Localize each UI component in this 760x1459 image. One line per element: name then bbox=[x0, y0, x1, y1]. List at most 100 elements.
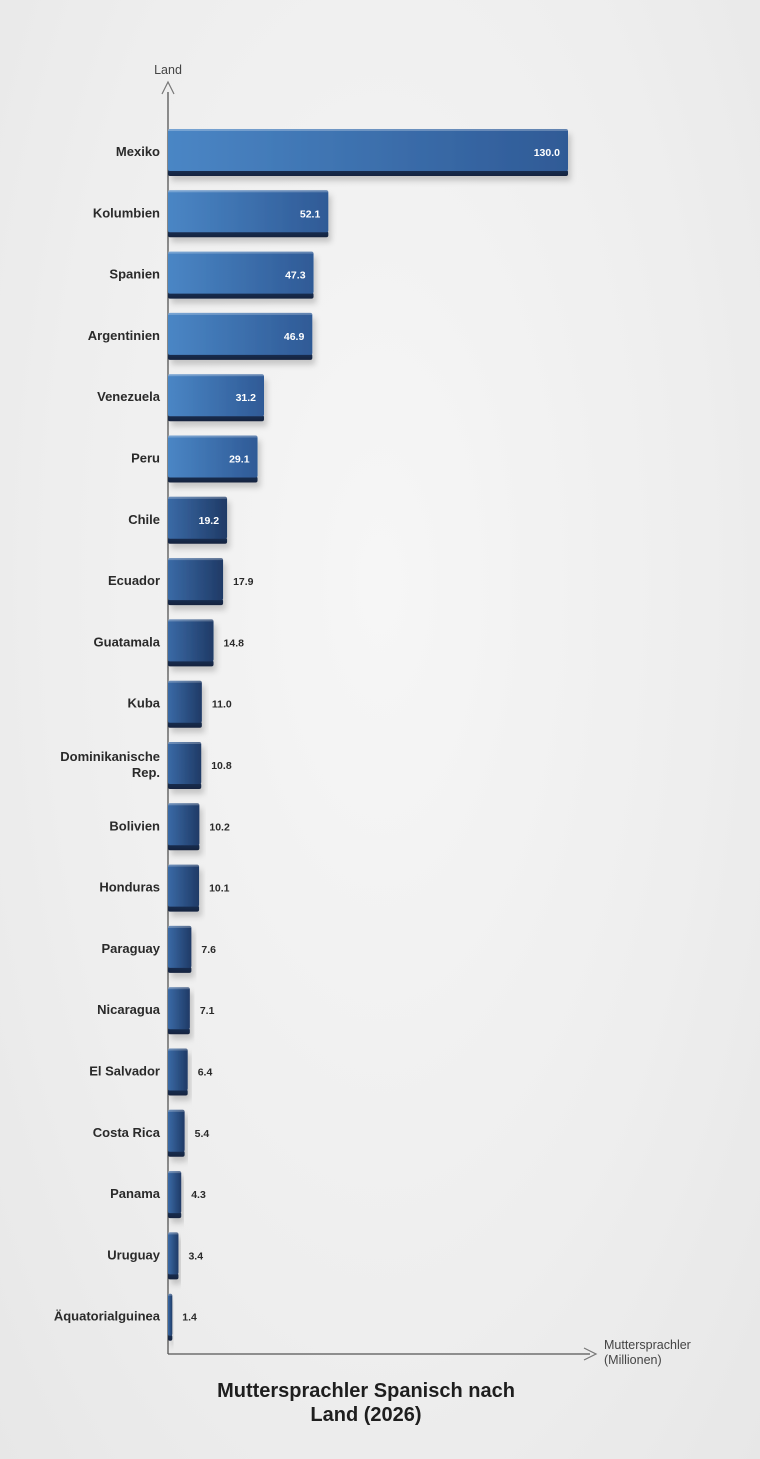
bar bbox=[168, 619, 214, 662]
bar-item bbox=[168, 1293, 173, 1341]
category-label: Ecuador bbox=[108, 573, 160, 588]
bar-item bbox=[168, 558, 224, 606]
category-label: Äquatorialguinea bbox=[54, 1309, 161, 1324]
value-label: 47.3 bbox=[285, 270, 306, 282]
y-axis-arrow bbox=[161, 80, 175, 95]
bar-highlight bbox=[168, 619, 214, 622]
bar-highlight bbox=[168, 558, 224, 561]
value-label: 6.4 bbox=[198, 1067, 213, 1079]
bar-depth bbox=[168, 537, 228, 544]
value-label: 4.3 bbox=[191, 1189, 206, 1201]
bar-depth bbox=[168, 966, 192, 973]
bar-depth bbox=[168, 599, 224, 606]
bar-depth bbox=[168, 1150, 185, 1157]
value-label: 1.4 bbox=[182, 1312, 197, 1324]
bar-highlight bbox=[168, 312, 313, 315]
bar-highlight bbox=[168, 864, 200, 867]
bar-depth bbox=[168, 415, 264, 422]
bar-item bbox=[168, 129, 568, 176]
bar-item bbox=[168, 1109, 185, 1157]
bar-item bbox=[168, 496, 228, 544]
bar-item bbox=[168, 1232, 179, 1280]
bar-item bbox=[168, 435, 258, 483]
category-label: Mexiko bbox=[116, 144, 160, 159]
bar bbox=[168, 1109, 185, 1152]
bar-depth bbox=[168, 1212, 182, 1219]
bar bbox=[168, 864, 200, 907]
bar bbox=[168, 803, 200, 846]
category-label: Nicaragua bbox=[97, 1002, 161, 1017]
bar-item bbox=[168, 619, 214, 667]
bar-highlight bbox=[168, 1048, 188, 1051]
category-label: Paraguay bbox=[101, 941, 160, 956]
bar-depth bbox=[168, 353, 313, 360]
value-label: 52.1 bbox=[300, 208, 321, 220]
chart-title: Muttersprachler Spanisch nach Land (2026) bbox=[217, 1380, 515, 1426]
bar bbox=[168, 680, 202, 723]
bar-depth bbox=[168, 231, 329, 238]
bar-item bbox=[168, 190, 329, 238]
bar-item bbox=[168, 987, 190, 1035]
bar-depth bbox=[168, 660, 214, 667]
bar-depth bbox=[168, 721, 202, 728]
bar-item bbox=[168, 925, 192, 973]
bar-highlight bbox=[168, 987, 190, 990]
value-label: 3.4 bbox=[188, 1250, 203, 1262]
bar-item bbox=[168, 1171, 182, 1219]
bar-highlight bbox=[168, 190, 329, 193]
bar bbox=[168, 129, 568, 171]
category-label: Panama bbox=[110, 1186, 161, 1201]
value-label: 17.9 bbox=[233, 576, 254, 588]
category-label: Honduras bbox=[99, 880, 160, 895]
bar bbox=[168, 496, 228, 539]
bar-highlight bbox=[168, 680, 202, 683]
bar-depth bbox=[168, 1334, 173, 1341]
value-label: 31.2 bbox=[236, 392, 257, 404]
bar-highlight bbox=[168, 1293, 173, 1296]
value-label: 10.2 bbox=[209, 821, 230, 833]
bar bbox=[168, 312, 313, 355]
bar-highlight bbox=[168, 803, 200, 806]
bar-highlight bbox=[168, 1171, 182, 1174]
bar bbox=[168, 251, 314, 294]
y-axis-label: Land bbox=[154, 63, 182, 77]
category-label: Kolumbien bbox=[93, 205, 160, 220]
value-label: 10.8 bbox=[211, 760, 232, 772]
bar-item bbox=[168, 742, 202, 789]
category-label: Spanien bbox=[109, 267, 160, 282]
bar-depth bbox=[168, 1028, 190, 1035]
category-label: Costa Rica bbox=[93, 1125, 161, 1140]
bar-highlight bbox=[168, 1232, 179, 1235]
bar-item bbox=[168, 803, 200, 851]
bar-item bbox=[168, 251, 314, 299]
bar-highlight bbox=[168, 129, 568, 131]
category-label: El Salvador bbox=[89, 1064, 160, 1079]
bar bbox=[168, 1048, 188, 1091]
category-label: Guatamala bbox=[94, 634, 161, 649]
bar-item bbox=[168, 1048, 188, 1096]
bar-item bbox=[168, 312, 313, 360]
bar-highlight bbox=[168, 1109, 185, 1112]
x-axis-arrow bbox=[583, 1347, 598, 1361]
value-label: 5.4 bbox=[195, 1128, 210, 1140]
bar-highlight bbox=[168, 251, 314, 254]
bar bbox=[168, 435, 258, 478]
bar bbox=[168, 374, 264, 417]
value-label: 46.9 bbox=[284, 331, 305, 343]
category-label: Dominikanische Rep. bbox=[60, 749, 160, 780]
bar bbox=[168, 1171, 182, 1214]
category-label: Kuba bbox=[128, 696, 161, 711]
value-label: 14.8 bbox=[224, 637, 245, 649]
category-label: Venezuela bbox=[97, 389, 161, 404]
category-label: Bolivien bbox=[109, 818, 160, 833]
bar-highlight bbox=[168, 742, 202, 744]
category-label: Argentinien bbox=[88, 328, 160, 343]
x-axis-label: Muttersprachler (Millionen) bbox=[604, 1338, 691, 1367]
category-label: Chile bbox=[128, 512, 160, 527]
bar-depth bbox=[168, 905, 200, 912]
bar-depth bbox=[168, 292, 314, 299]
bar-highlight bbox=[168, 374, 264, 377]
bar-depth bbox=[168, 476, 258, 483]
value-label: 7.1 bbox=[200, 1005, 215, 1017]
